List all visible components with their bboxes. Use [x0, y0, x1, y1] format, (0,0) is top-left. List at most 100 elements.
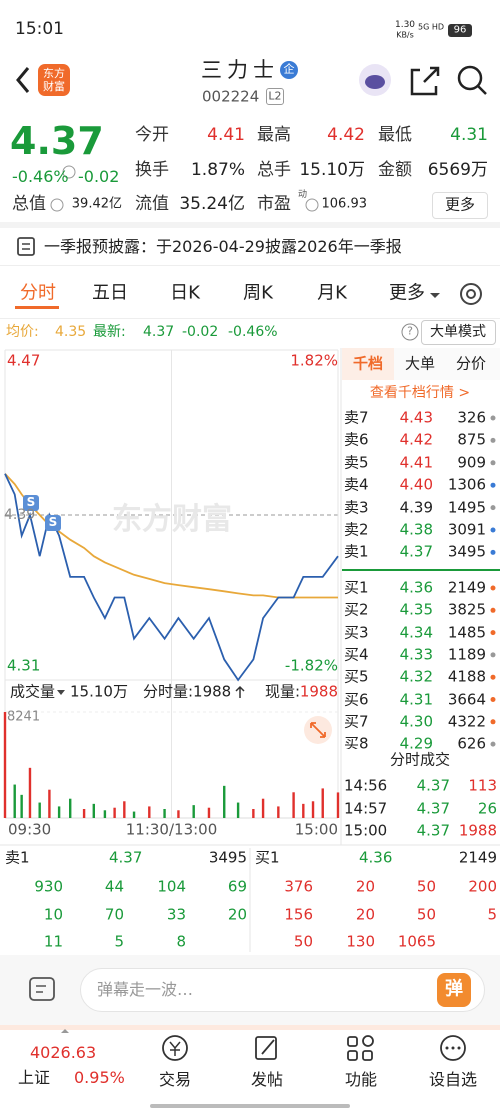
ask-volume: 1495 — [447, 497, 486, 516]
dropdown-icon — [430, 293, 440, 298]
dot — [490, 697, 496, 702]
status-time: 15:01 — [15, 19, 64, 40]
bid-volume: 4188 — [447, 667, 486, 686]
settings-icon[interactable] — [460, 283, 482, 305]
volume-bar — [28, 767, 32, 818]
tab[interactable]: 分时 — [20, 282, 56, 304]
bid-volume: 2149 — [447, 578, 486, 597]
tab[interactable]: 更多 — [389, 282, 425, 304]
latest-value: 4.37 — [143, 323, 175, 340]
bid-volume: 1189 — [447, 645, 486, 664]
nav-item[interactable]: 设自选 — [428, 1069, 478, 1089]
trade-icon[interactable] — [162, 1035, 188, 1061]
current-volume: 1988 — [299, 682, 338, 701]
x-tick-label: 09:30 — [8, 820, 52, 839]
index-pct: 0.95% — [74, 1067, 125, 1087]
field-label: 换手 — [135, 160, 169, 181]
nav-item[interactable]: 交易 — [158, 1069, 192, 1089]
bid-price: 4.35 — [399, 600, 433, 619]
watchlist-icon[interactable] — [440, 1035, 466, 1061]
help: ? — [407, 324, 413, 338]
danmaku-text[interactable]: 弹 — [445, 978, 463, 1000]
field-value: 6569万 — [427, 160, 488, 181]
x-tick-label: 15:00 — [294, 820, 338, 839]
more-button[interactable]: 更多 — [444, 195, 476, 214]
volume-bar — [302, 803, 305, 818]
dot — [490, 415, 496, 421]
queue-volume: 10 — [43, 904, 63, 923]
nav-item[interactable]: 功能 — [344, 1069, 378, 1089]
volume-bar — [3, 712, 7, 818]
y-tick-label: 4.31 — [7, 656, 41, 675]
x-tick-label: 11:30/13:00 — [125, 820, 218, 839]
comment-input[interactable] — [80, 968, 485, 1012]
up-triangle — [61, 1029, 69, 1033]
danmaku-button[interactable] — [437, 973, 471, 1007]
depth-label: 卖1 — [5, 848, 30, 867]
volume-bar — [177, 810, 180, 818]
book-link[interactable]: 查看千档行情 > — [369, 384, 471, 401]
depth-label: 买1 — [255, 848, 280, 867]
ask-price: 4.39 — [399, 497, 433, 516]
queue-volume: 20 — [227, 904, 247, 923]
avg-label: 均价: — [6, 323, 39, 340]
mode-button[interactable] — [421, 320, 496, 345]
bid-level: 买2 — [344, 600, 369, 619]
volume-bar — [277, 806, 280, 818]
queue-volume: 130 — [346, 932, 375, 951]
ask-volume: 326 — [457, 408, 486, 427]
volume-bar — [82, 808, 86, 818]
queue-volume: 50 — [416, 877, 436, 896]
volume-bar — [69, 798, 72, 818]
comment-placeholder[interactable]: 弹幕走一波… — [97, 979, 194, 999]
tab[interactable]: 五日 — [92, 282, 128, 304]
book-tab[interactable]: 大单 — [404, 354, 436, 373]
dot — [490, 505, 496, 511]
share-icon[interactable] — [410, 66, 440, 96]
tab[interactable]: 周K — [243, 282, 273, 304]
trade-volume: 26 — [477, 798, 497, 817]
bid-price: 4.30 — [399, 712, 433, 731]
field-value: 4.41 — [207, 125, 245, 146]
divider — [0, 1025, 500, 1030]
function-icon[interactable] — [347, 1035, 374, 1061]
book-tab-active[interactable] — [342, 348, 394, 380]
book-tab[interactable]: 分价 — [455, 354, 487, 373]
latest-label: 最新: — [93, 323, 126, 340]
field-label: 市盈 — [257, 194, 291, 215]
queue-volume: 20 — [355, 877, 375, 896]
field-label: 最低 — [378, 125, 412, 146]
divider — [0, 318, 500, 319]
tab[interactable]: 日K — [170, 282, 200, 304]
tab[interactable]: 月K — [317, 282, 347, 304]
volume-bar — [57, 806, 61, 818]
comment-icon[interactable] — [29, 977, 55, 1001]
nav-item[interactable]: 发帖 — [250, 1069, 284, 1089]
mode-button[interactable]: 大单模式 — [430, 323, 486, 340]
queue-volume: 44 — [104, 877, 124, 896]
divider — [0, 265, 500, 266]
volume-bar — [148, 806, 151, 818]
back-icon[interactable] — [16, 67, 30, 93]
avg-value: 4.35 — [55, 323, 87, 340]
signal-text: S — [26, 495, 36, 510]
search-icon[interactable] — [457, 65, 483, 91]
volume-bar — [92, 803, 95, 818]
trade-volume: 1988 — [458, 821, 497, 840]
queue-volume: 930 — [34, 877, 63, 896]
more-button[interactable] — [432, 192, 488, 219]
trade-volume: 113 — [468, 776, 497, 795]
ask-level: 卖1 — [344, 542, 369, 561]
book-tab[interactable]: 千档 — [352, 354, 384, 373]
up-arrow — [235, 685, 245, 698]
bid-level: 买7 — [344, 712, 369, 731]
volume-bar — [20, 794, 23, 818]
volume-bar — [252, 808, 255, 818]
post-icon[interactable] — [255, 1036, 277, 1060]
trade-price: 4.37 — [416, 776, 450, 795]
queue-volume: 11 — [43, 932, 63, 951]
info-icon — [62, 165, 76, 179]
home-indicator — [150, 1104, 350, 1108]
change-pct: -0.46% — [228, 323, 278, 340]
queue-volume: 33 — [166, 904, 186, 923]
